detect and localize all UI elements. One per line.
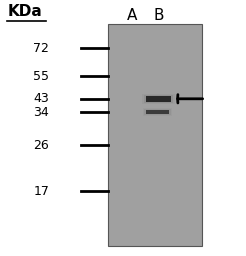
Bar: [146, 110, 169, 114]
Bar: [143, 108, 172, 116]
Text: 43: 43: [33, 92, 49, 105]
Text: 55: 55: [33, 70, 49, 83]
Bar: [144, 95, 173, 103]
Text: A: A: [126, 8, 137, 23]
Text: 34: 34: [33, 105, 49, 119]
Bar: [142, 94, 175, 104]
Bar: [108, 24, 202, 246]
Text: 17: 17: [33, 185, 49, 198]
Text: KDa: KDa: [7, 4, 42, 19]
Text: 26: 26: [33, 139, 49, 152]
Text: B: B: [154, 8, 164, 23]
Bar: [146, 96, 171, 102]
Text: 72: 72: [33, 42, 49, 55]
Bar: [144, 109, 171, 115]
